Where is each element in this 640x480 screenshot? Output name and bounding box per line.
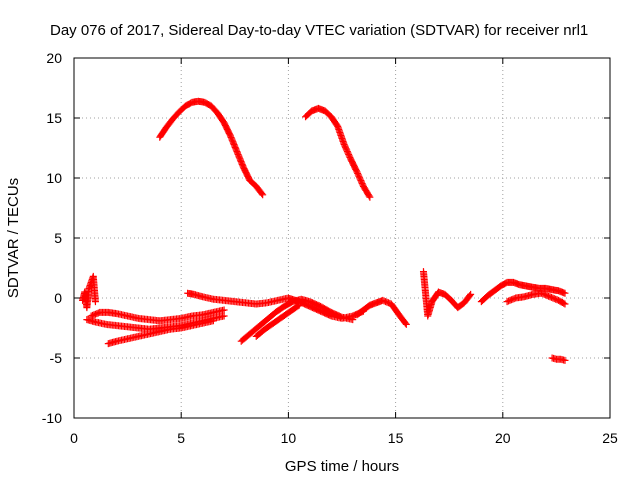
data-point bbox=[561, 356, 569, 364]
data-point-fill bbox=[461, 292, 474, 306]
y-tick-label: 0 bbox=[54, 290, 62, 306]
data-point-fill bbox=[442, 291, 454, 303]
data-point-fill bbox=[558, 356, 568, 364]
data-point-fill bbox=[170, 109, 182, 122]
series-low_l bbox=[548, 354, 569, 364]
data-point-fill bbox=[234, 149, 247, 170]
data-point-fill bbox=[208, 103, 221, 116]
data-point-fill bbox=[253, 326, 268, 339]
data-point-fill bbox=[202, 99, 214, 109]
x-tick-label: 0 bbox=[70, 430, 78, 446]
data-point-fill bbox=[271, 314, 285, 326]
data-point-fill bbox=[478, 293, 491, 305]
data-point-fill bbox=[498, 279, 510, 289]
data-point-fill bbox=[328, 114, 341, 129]
x-tick-label: 20 bbox=[495, 430, 511, 446]
data-point-fill bbox=[354, 169, 367, 189]
y-tick-label: -10 bbox=[42, 410, 62, 426]
data-point-fill bbox=[163, 116, 176, 130]
data-point-fill bbox=[288, 302, 302, 314]
data-point-fill bbox=[354, 307, 366, 318]
data-point-fill bbox=[221, 120, 234, 139]
data-point-fill bbox=[253, 184, 266, 198]
chart-title: Day 076 of 2017, Sidereal Day-to-day VTE… bbox=[50, 22, 588, 39]
series-low_h bbox=[353, 296, 410, 328]
data-point-fill bbox=[360, 184, 373, 200]
data-point-fill bbox=[361, 302, 373, 313]
data-point bbox=[295, 301, 303, 309]
data-point-fill bbox=[227, 133, 240, 154]
series-low_c bbox=[104, 317, 217, 348]
data-point-fill bbox=[157, 125, 169, 140]
data-point-fill bbox=[388, 301, 403, 319]
data-point-fill bbox=[240, 165, 253, 183]
y-axis-label: SDTVAR / TECUs bbox=[5, 178, 22, 298]
data-point-fill bbox=[273, 303, 287, 316]
data-point bbox=[467, 290, 475, 298]
data-point-fill bbox=[256, 317, 270, 330]
data-point bbox=[209, 317, 217, 325]
data-point-fill bbox=[238, 331, 253, 344]
data-points bbox=[79, 97, 569, 364]
data-point-fill bbox=[247, 324, 261, 337]
x-tick-label: 10 bbox=[281, 430, 297, 446]
data-point-fill bbox=[183, 99, 195, 109]
data-point-fill bbox=[176, 103, 188, 115]
y-tick-label: 20 bbox=[46, 50, 62, 66]
data-point bbox=[402, 320, 410, 328]
y-tick-label: 15 bbox=[46, 110, 62, 126]
data-point-fill bbox=[279, 308, 293, 320]
data-point-fill bbox=[262, 320, 276, 332]
series-low_f bbox=[252, 301, 303, 340]
series-low_i bbox=[419, 268, 475, 320]
data-point bbox=[366, 193, 374, 201]
data-point bbox=[220, 306, 228, 314]
series-low_j bbox=[477, 278, 569, 306]
series-low_e bbox=[237, 295, 357, 345]
y-tick-label: 10 bbox=[46, 170, 62, 186]
data-point-fill bbox=[491, 283, 504, 294]
data-point-fill bbox=[397, 313, 409, 327]
data-point-fill bbox=[281, 298, 295, 310]
x-tick-label: 25 bbox=[602, 430, 618, 446]
series-arc2 bbox=[302, 104, 374, 201]
series-low_g bbox=[79, 272, 99, 312]
data-point bbox=[91, 298, 99, 306]
data-point-fill bbox=[455, 300, 467, 311]
axis-ticks bbox=[73, 57, 611, 419]
data-point-fill bbox=[341, 142, 354, 161]
data-point-fill bbox=[247, 177, 259, 189]
data-point-fill bbox=[303, 108, 315, 120]
y-tick-label: 5 bbox=[54, 230, 62, 246]
data-point-fill bbox=[556, 297, 568, 307]
data-point-fill bbox=[347, 156, 360, 175]
series-low_k bbox=[503, 289, 569, 308]
data-point-fill bbox=[214, 110, 227, 126]
x-tick-label: 15 bbox=[388, 430, 404, 446]
y-tick-label: -5 bbox=[50, 350, 63, 366]
data-point bbox=[561, 300, 569, 308]
x-tick-label: 5 bbox=[177, 430, 185, 446]
grid bbox=[74, 58, 610, 418]
data-point-fill bbox=[550, 354, 559, 363]
series-arc1 bbox=[156, 97, 267, 199]
data-point bbox=[259, 191, 267, 199]
series-low_a bbox=[87, 306, 228, 325]
data-point-fill bbox=[318, 303, 334, 316]
data-point-fill bbox=[485, 288, 497, 299]
x-axis-label: GPS time / hours bbox=[285, 458, 399, 475]
x-tick-labels: 0 5 10 15 20 25 bbox=[70, 430, 618, 446]
data-point bbox=[561, 289, 569, 297]
data-point bbox=[220, 312, 228, 320]
data-point-fill bbox=[264, 309, 278, 323]
y-tick-labels: -10 -5 0 5 10 15 20 bbox=[42, 50, 62, 426]
data-point-fill bbox=[322, 108, 334, 120]
data-point-fill bbox=[334, 124, 348, 147]
data-point bbox=[349, 316, 357, 324]
